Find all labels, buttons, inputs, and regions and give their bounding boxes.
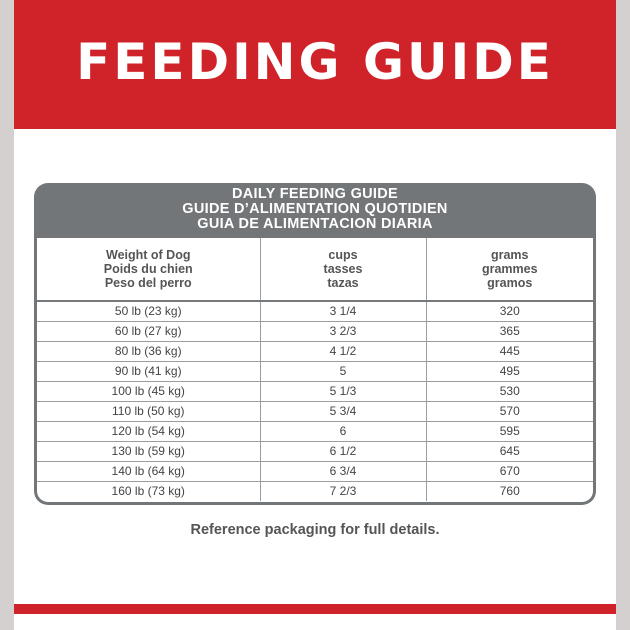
table-title: DAILY FEEDING GUIDE GUIDE D’ALIMENTATION…: [37, 183, 593, 238]
table-row: 90 lb (41 kg) 5 495: [37, 361, 593, 382]
weight-cell: 90 lb (41 kg): [37, 361, 261, 382]
table-title-en: DAILY FEEDING GUIDE: [231, 186, 399, 202]
table-row: 80 lb (36 kg) 4 1/2 445: [37, 341, 593, 362]
table-header-row: Weight of Dog Poids du chien Peso del pe…: [37, 238, 593, 302]
banner-title: FEEDING GUIDE: [76, 32, 554, 91]
weight-cell: 100 lb (45 kg): [37, 381, 261, 402]
column-header-cups-es: tazas: [327, 276, 359, 290]
grams-cell: 530: [426, 381, 593, 402]
column-header-cups: cups tasses tazas: [260, 238, 427, 302]
grams-cell: 365: [426, 321, 593, 342]
weight-cell: 80 lb (36 kg): [37, 341, 261, 362]
column-header-cups-fr: tasses: [323, 262, 363, 276]
cups-cell: 3 2/3: [260, 321, 427, 342]
column-header-cups-en: cups: [328, 248, 358, 262]
column-header-grams-en: grams: [490, 248, 529, 262]
grams-cell: 595: [426, 421, 593, 442]
cups-cell: 4 1/2: [260, 341, 427, 362]
title-banner: FEEDING GUIDE: [14, 0, 616, 129]
column-header-weight-en: Weight of Dog: [106, 248, 191, 262]
column-header-weight-es: Peso del perro: [104, 276, 192, 290]
cups-cell: 5: [260, 361, 427, 382]
table-row: 160 lb (73 kg) 7 2/3 760: [37, 481, 593, 501]
grams-cell: 670: [426, 461, 593, 482]
cups-cell: 6: [260, 421, 427, 442]
cups-cell: 3 1/4: [260, 301, 427, 322]
cups-cell: 6 3/4: [260, 461, 427, 482]
feeding-table-container: DAILY FEEDING GUIDE GUIDE D’ALIMENTATION…: [34, 183, 596, 505]
table-title-es: GUIA DE ALIMENTACION DIARIA: [197, 216, 433, 232]
grams-cell: 320: [426, 301, 593, 322]
grams-cell: 570: [426, 401, 593, 422]
grams-cell: 760: [499, 484, 520, 498]
weight-cell: 50 lb (23 kg): [37, 301, 261, 322]
cups-cell: 6 1/2: [260, 441, 427, 462]
weight-cell: 120 lb (54 kg): [37, 421, 261, 442]
column-header-grams-fr: grammes: [481, 262, 538, 276]
column-header-weight: Weight of Dog Poids du chien Peso del pe…: [37, 238, 261, 302]
column-header-grams: grams grammes gramos: [426, 238, 593, 302]
bottom-stripe: [14, 604, 616, 614]
cups-cell: 5 1/3: [260, 381, 427, 402]
table-row: 140 lb (64 kg) 6 3/4 670: [37, 461, 593, 482]
feeding-table: Weight of Dog Poids du chien Peso del pe…: [37, 238, 593, 501]
table-row: 60 lb (27 kg) 3 2/3 365: [37, 321, 593, 342]
weight-cell: 130 lb (59 kg): [37, 441, 261, 462]
column-header-weight-fr: Poids du chien: [103, 262, 193, 276]
weight-cell: 110 lb (50 kg): [37, 401, 261, 422]
feeding-guide-card: FEEDING GUIDE DAILY FEEDING GUIDE GUIDE …: [14, 0, 616, 630]
weight-cell: 160 lb (73 kg): [37, 481, 261, 501]
column-header-grams-es: gramos: [487, 276, 533, 290]
table-row: 130 lb (59 kg) 6 1/2 645: [37, 441, 593, 462]
grams-cell: 645: [426, 441, 593, 462]
reference-note: Reference packaging for full details.: [190, 522, 440, 538]
cups-cell: 5 3/4: [260, 401, 427, 422]
table-row: 100 lb (45 kg) 5 1/3 530: [37, 381, 593, 402]
weight-cell: 140 lb (64 kg): [37, 461, 261, 482]
table-title-fr: GUIDE D’ALIMENTATION QUOTIDIEN: [182, 201, 448, 217]
table-row: 50 lb (23 kg) 3 1/4 320: [37, 301, 593, 322]
weight-cell: 60 lb (27 kg): [37, 321, 261, 342]
table-row: 120 lb (54 kg) 6 595: [37, 421, 593, 442]
feeding-table-body: Weight of Dog Poids du chien Peso del pe…: [37, 238, 593, 502]
grams-cell: 445: [426, 341, 593, 362]
table-row: 110 lb (50 kg) 5 3/4 570: [37, 401, 593, 422]
grams-cell: 495: [426, 361, 593, 382]
cups-cell: 7 2/3: [260, 481, 427, 501]
